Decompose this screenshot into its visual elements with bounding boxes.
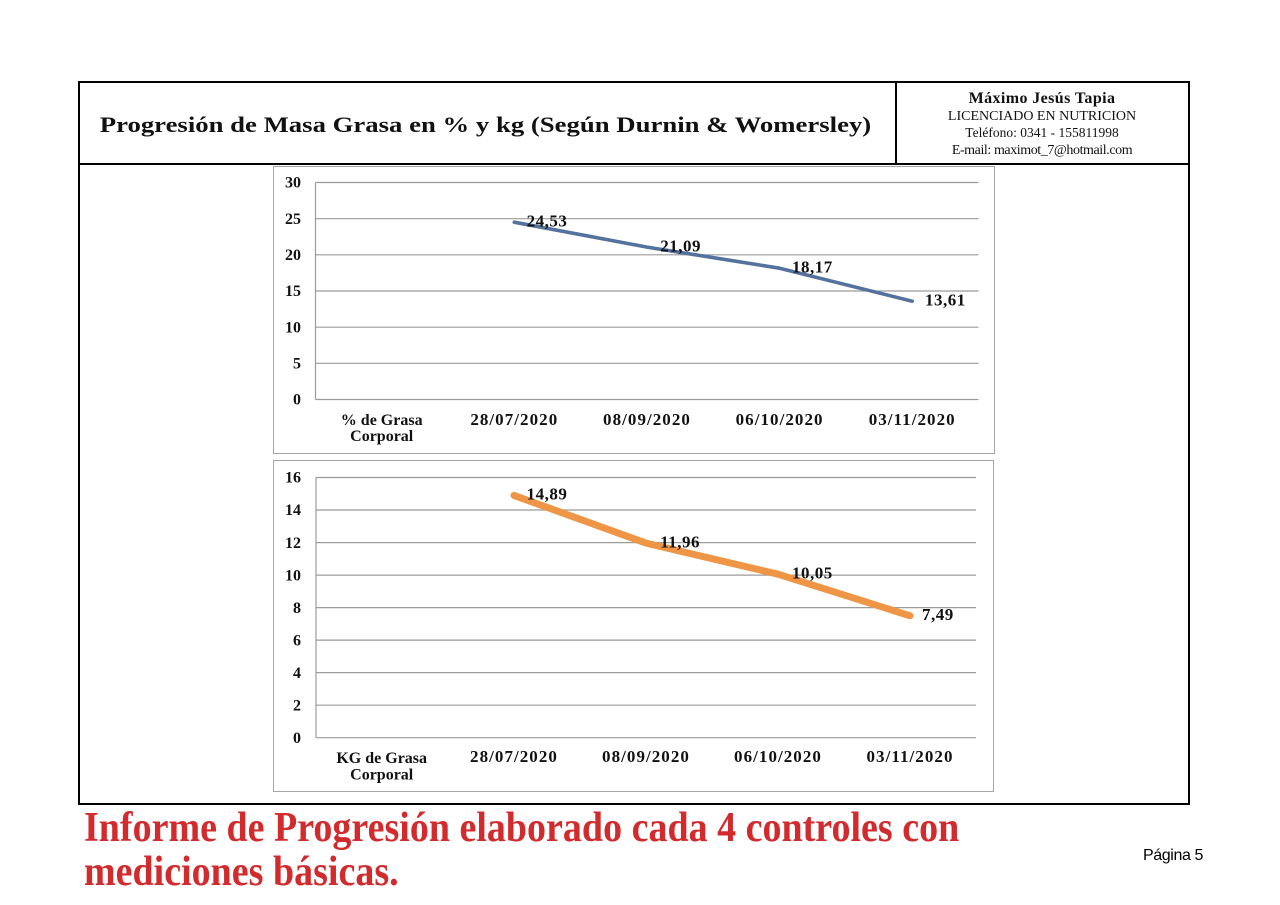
svg-text:10,05: 10,05 [792, 563, 833, 582]
svg-text:% de Grasa: % de Grasa [341, 412, 423, 429]
svg-text:08/09/2020: 08/09/2020 [602, 747, 690, 766]
svg-text:16: 16 [285, 470, 301, 487]
svg-text:KG de Grasa: KG de Grasa [336, 750, 427, 767]
svg-text:2: 2 [293, 697, 301, 714]
svg-text:8: 8 [293, 600, 301, 617]
svg-text:4: 4 [293, 665, 301, 682]
svg-text:18,17: 18,17 [792, 258, 833, 277]
svg-text:Corporal: Corporal [350, 428, 414, 445]
svg-text:10: 10 [285, 567, 301, 584]
svg-text:14,89: 14,89 [527, 485, 568, 504]
svg-text:08/09/2020: 08/09/2020 [603, 410, 691, 429]
svg-text:0: 0 [293, 392, 301, 409]
svg-text:28/07/2020: 28/07/2020 [470, 747, 558, 766]
svg-text:30: 30 [285, 175, 301, 192]
svg-text:28/07/2020: 28/07/2020 [470, 410, 558, 429]
svg-text:0: 0 [293, 730, 301, 747]
svg-text:6: 6 [293, 632, 301, 649]
svg-text:03/11/2020: 03/11/2020 [869, 410, 956, 429]
svg-text:14: 14 [285, 502, 301, 519]
svg-text:10: 10 [285, 319, 301, 336]
svg-text:13,61: 13,61 [925, 291, 966, 310]
svg-text:11,96: 11,96 [660, 532, 700, 551]
svg-text:21,09: 21,09 [660, 237, 701, 256]
svg-text:15: 15 [285, 283, 301, 300]
svg-text:20: 20 [285, 247, 301, 264]
svg-text:24,53: 24,53 [527, 212, 568, 231]
svg-text:03/11/2020: 03/11/2020 [866, 747, 953, 766]
svg-text:06/10/2020: 06/10/2020 [736, 410, 824, 429]
svg-text:Corporal: Corporal [350, 767, 414, 784]
svg-text:7,49: 7,49 [922, 605, 954, 624]
svg-text:12: 12 [285, 535, 301, 552]
svg-text:5: 5 [293, 356, 301, 373]
svg-text:25: 25 [285, 211, 301, 228]
svg-text:06/10/2020: 06/10/2020 [734, 747, 822, 766]
